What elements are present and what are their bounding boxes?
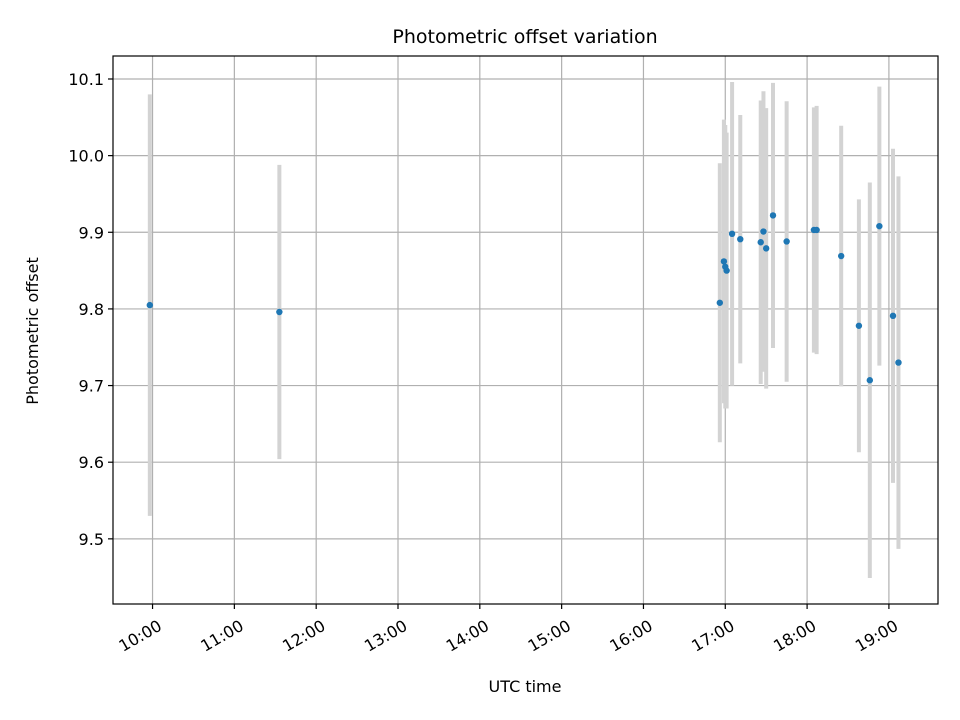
y-tick-label: 9.7 — [79, 377, 104, 396]
y-tick-label: 9.9 — [79, 223, 104, 242]
data-points — [146, 212, 902, 384]
data-point — [855, 322, 863, 329]
data-point — [762, 245, 770, 252]
y-tick-label: 9.6 — [79, 453, 104, 472]
x-axis-title: UTC time — [489, 677, 562, 696]
data-point — [716, 299, 724, 306]
data-point — [783, 238, 790, 245]
y-tick-label: 10.0 — [68, 147, 104, 166]
data-point — [737, 235, 744, 243]
data-point — [276, 308, 283, 316]
data-point — [866, 377, 874, 384]
data-point — [728, 230, 736, 238]
y-tick-label: 9.5 — [79, 530, 104, 549]
data-point — [813, 226, 820, 234]
y-tick-label: 9.8 — [79, 300, 104, 319]
data-point — [889, 312, 897, 320]
data-point — [720, 258, 728, 265]
data-point — [760, 228, 767, 235]
data-point — [837, 252, 845, 260]
data-point — [895, 359, 902, 366]
y-tick-label: 10.1 — [68, 70, 104, 89]
y-axis: 9.5 9.6 9.7 9.8 9.9 10.0 10.1 — [68, 70, 113, 549]
data-point — [757, 239, 764, 246]
y-axis-title: Photometric offset — [23, 257, 42, 405]
plot-frame — [112, 55, 939, 605]
data-point — [769, 212, 777, 219]
chart-title: Photometric offset variation — [392, 26, 657, 48]
data-point — [146, 301, 154, 309]
data-point — [876, 222, 883, 230]
data-point — [723, 267, 730, 274]
